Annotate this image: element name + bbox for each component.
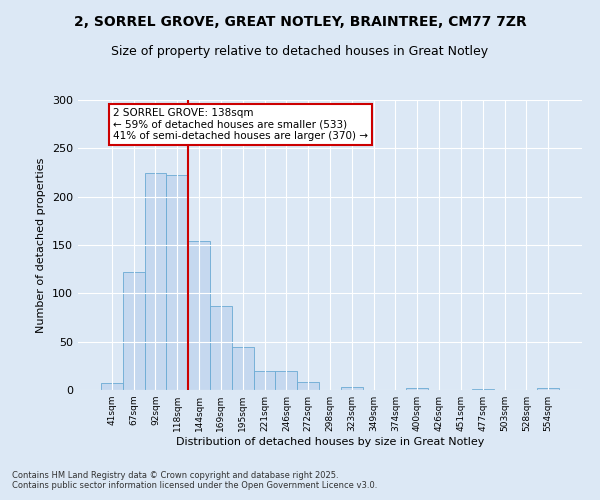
Text: 2, SORREL GROVE, GREAT NOTLEY, BRAINTREE, CM77 7ZR: 2, SORREL GROVE, GREAT NOTLEY, BRAINTREE… xyxy=(74,15,526,29)
Bar xyxy=(537,388,559,390)
Bar xyxy=(472,389,494,390)
Bar xyxy=(166,176,188,390)
Y-axis label: Number of detached properties: Number of detached properties xyxy=(37,158,46,332)
Bar xyxy=(275,370,297,390)
Bar xyxy=(232,348,254,390)
X-axis label: Distribution of detached houses by size in Great Notley: Distribution of detached houses by size … xyxy=(176,437,484,447)
Bar xyxy=(341,387,363,390)
Bar xyxy=(406,388,428,390)
Bar xyxy=(188,241,210,390)
Bar xyxy=(210,306,232,390)
Bar xyxy=(297,382,319,390)
Text: Size of property relative to detached houses in Great Notley: Size of property relative to detached ho… xyxy=(112,45,488,58)
Bar xyxy=(101,383,123,390)
Bar xyxy=(123,272,145,390)
Text: 2 SORREL GROVE: 138sqm
← 59% of detached houses are smaller (533)
41% of semi-de: 2 SORREL GROVE: 138sqm ← 59% of detached… xyxy=(113,108,368,141)
Bar xyxy=(145,172,166,390)
Bar xyxy=(254,370,275,390)
Text: Contains HM Land Registry data © Crown copyright and database right 2025.
Contai: Contains HM Land Registry data © Crown c… xyxy=(12,470,377,490)
